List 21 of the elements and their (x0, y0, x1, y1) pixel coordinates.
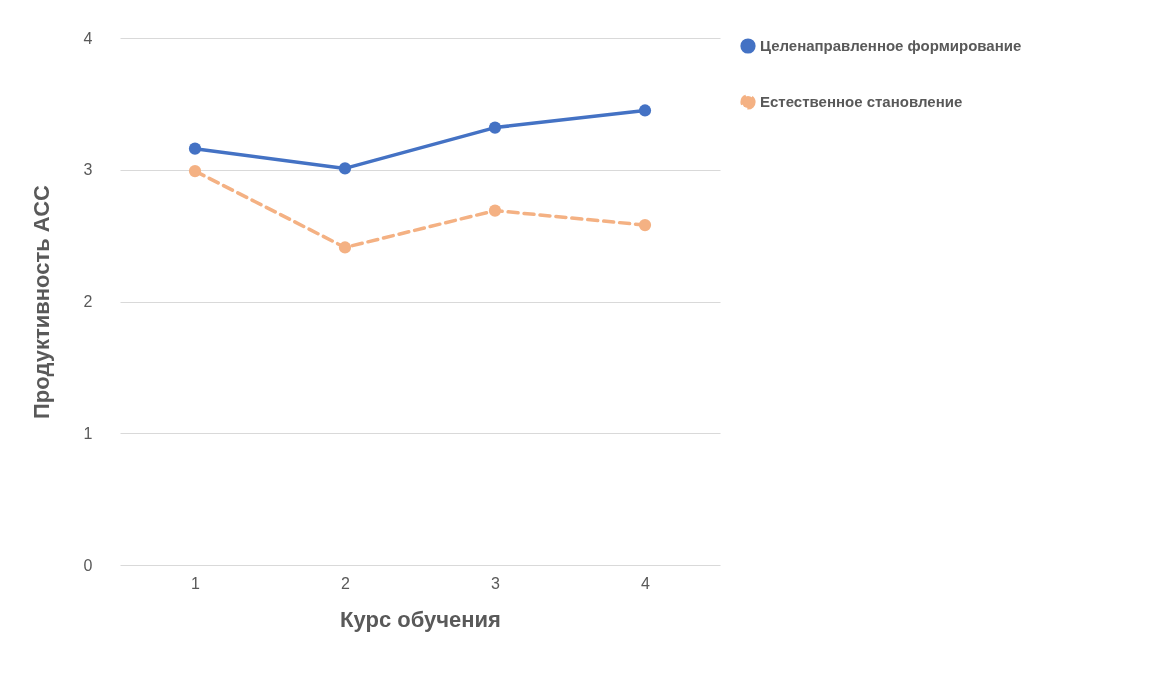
y-tick-label: 3 (83, 161, 93, 179)
point (488, 121, 502, 134)
y-tick-label: 2 (83, 293, 93, 310)
point (338, 162, 352, 175)
x-axis-title: Курс обучения (340, 606, 501, 632)
y-tick-label: 0 (83, 556, 93, 574)
x-tick-label: 3 (491, 574, 501, 592)
y-tick-label: 1 (83, 424, 93, 442)
point (188, 164, 202, 178)
y-axis-title: Продуктивность АСС (28, 184, 54, 419)
x-tick-label: 2 (341, 574, 351, 592)
legend-label: Целенаправленное формирование (760, 37, 1022, 54)
point (488, 204, 502, 217)
point (638, 218, 652, 232)
x-tick-label: 1 (191, 574, 201, 592)
point (638, 104, 652, 117)
point (338, 241, 352, 254)
point (188, 142, 202, 155)
y-tick-label: 4 (83, 29, 93, 47)
x-tick-label: 4 (641, 574, 651, 592)
legend-label: Естественное становление (760, 93, 963, 110)
